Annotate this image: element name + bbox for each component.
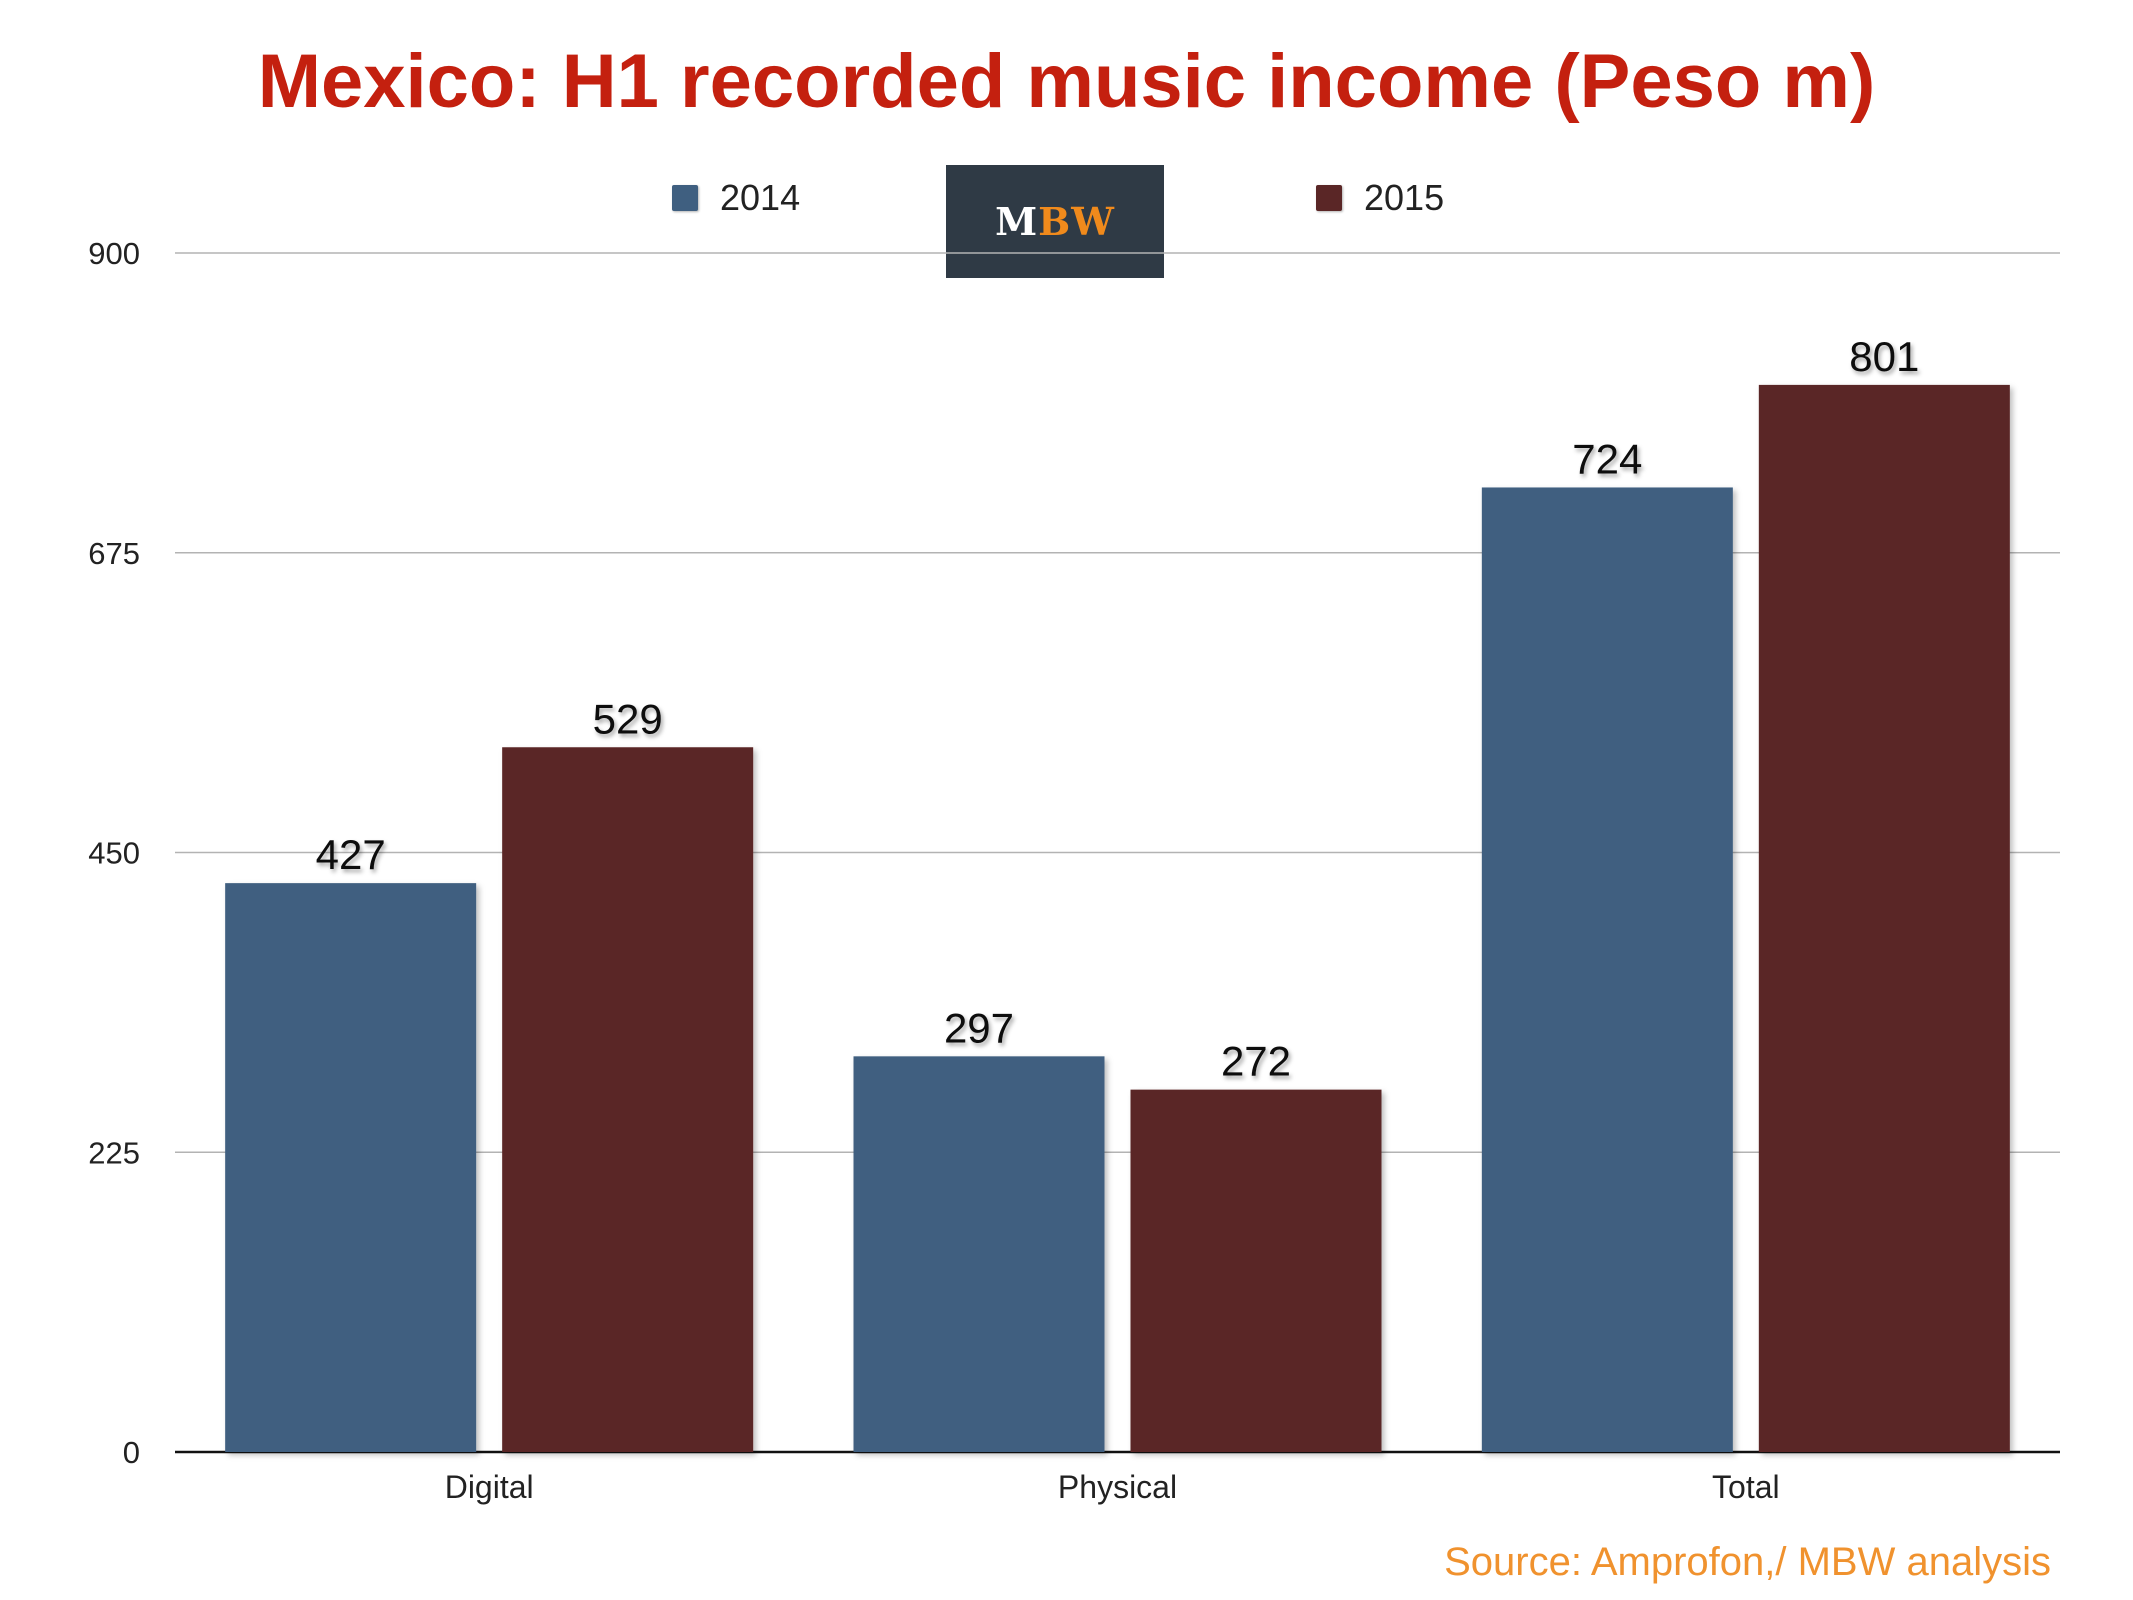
value-label: 529 (593, 695, 663, 742)
value-label: 272 (1221, 1038, 1291, 1085)
legend-swatch-2014 (672, 185, 698, 211)
bars (225, 384, 2010, 1453)
legend-item-2015: 2015 (1316, 176, 1444, 220)
y-tick-label: 0 (123, 1435, 140, 1470)
value-label: 427 (316, 831, 386, 878)
bar-2014-physical (853, 1056, 1105, 1452)
value-label: 724 (1572, 435, 1642, 482)
chart-title: Mexico: H1 recorded music income (Peso m… (257, 39, 1876, 124)
y-tick-label: 900 (88, 236, 140, 271)
y-axis-ticks: 0 225 450 675 900 (88, 236, 140, 1470)
y-tick-label: 450 (88, 836, 140, 871)
x-tick-label: Physical (1058, 1469, 1177, 1505)
bar-2014-total (1481, 487, 1733, 1453)
y-tick-label: 225 (88, 1135, 140, 1170)
legend-swatch-2015 (1316, 185, 1342, 211)
legend-label-2015: 2015 (1364, 177, 1445, 218)
x-tick-label: Total (1712, 1469, 1780, 1505)
y-tick-label: 675 (88, 536, 140, 571)
legend-label-2014: 2014 (720, 177, 801, 218)
logo-letters-bw: BW (1038, 199, 1115, 244)
logo-letter-m: M (995, 199, 1039, 244)
bar-2014-digital (225, 883, 477, 1452)
source-note: Source: Amprofon,/ MBW analysis (1444, 1540, 2051, 1584)
legend-item-2014: 2014 (672, 176, 800, 220)
x-axis-ticks: Digital Physical Total (445, 1469, 1780, 1505)
x-tick-label: Digital (445, 1469, 534, 1505)
bar-2015-digital (502, 747, 754, 1452)
value-labels: 427 529 297 272 724 801 (316, 333, 1920, 1085)
mbw-logo: M BW (946, 165, 1164, 278)
grid-lines (175, 252, 2060, 1454)
bar-2015-total (1758, 384, 2010, 1452)
value-label: 297 (944, 1004, 1014, 1051)
bar-2015-physical (1130, 1089, 1382, 1452)
value-label: 801 (1849, 333, 1919, 380)
